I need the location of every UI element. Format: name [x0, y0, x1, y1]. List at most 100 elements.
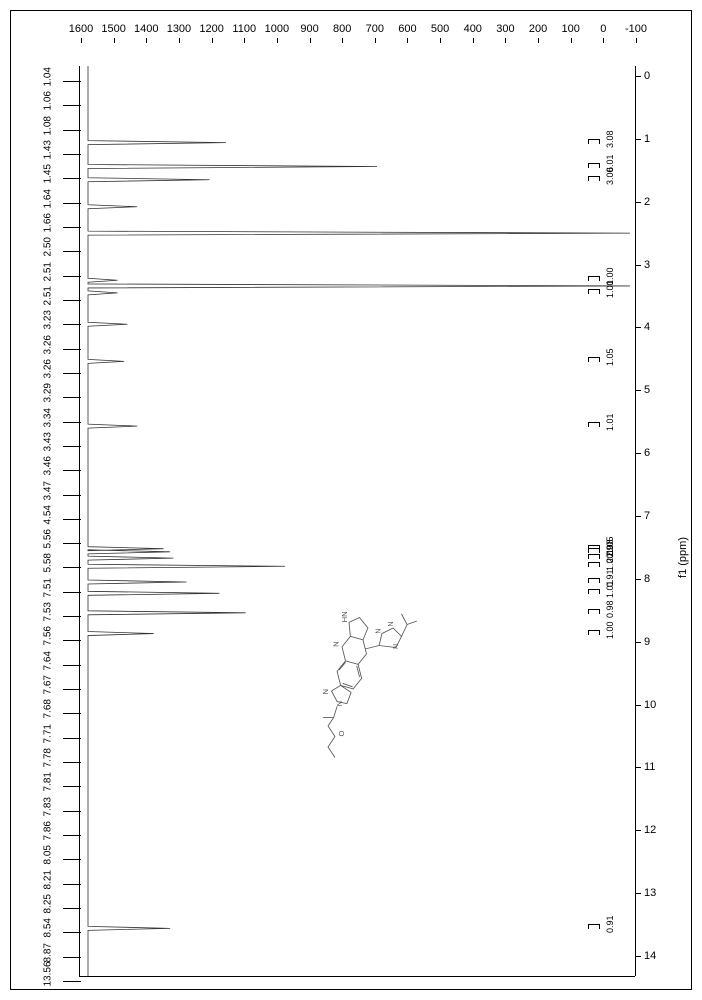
integral-bracket [588, 609, 600, 614]
ppm-tick-mark [636, 956, 641, 957]
integral-bracket [588, 554, 600, 559]
ppm-tick-label: 2 [644, 196, 650, 208]
ppm-tick-mark [636, 202, 641, 203]
peak-list-value: 3.43 [43, 432, 54, 451]
ppm-tick-label: 0 [644, 70, 650, 82]
svg-text:N: N [332, 641, 341, 647]
ppm-tick-label: 5 [644, 384, 650, 396]
svg-text:N: N [321, 689, 330, 695]
ppm-tick-label: 11 [644, 761, 655, 773]
intensity-tick-mark [146, 38, 147, 43]
integral-value: 1.01 [605, 581, 615, 599]
intensity-tick-mark [571, 38, 572, 43]
peak-list-value: 3.46 [43, 456, 54, 475]
ppm-tick-label: 3 [644, 259, 650, 271]
ppm-tick-label: 4 [644, 321, 650, 333]
intensity-tick-mark [538, 38, 539, 43]
ppm-tick-label: 13 [644, 887, 656, 899]
intensity-tick-label: 1000 [265, 23, 289, 35]
peak-list-connector [63, 981, 81, 983]
peak-list-value: 3.29 [43, 383, 54, 402]
integral-value: 1.01 [605, 414, 615, 432]
peak-list-value: 7.83 [43, 797, 54, 816]
peak-list-value: 2.51 [43, 262, 54, 281]
svg-text:O: O [337, 731, 346, 737]
ppm-axis: 01234567891011121314 [635, 66, 696, 976]
integral-value: 3.08 [605, 130, 615, 148]
intensity-tick-mark [375, 38, 376, 43]
peak-list-value: 8.25 [43, 894, 54, 913]
peak-list-column: 1.041.061.081.431.451.641.662.502.512.51… [23, 66, 73, 996]
peak-list-value: 1.04 [43, 67, 54, 86]
ppm-tick-label: 8 [644, 573, 650, 585]
integral-bracket [588, 578, 600, 583]
intensity-tick-mark [179, 38, 180, 43]
ppm-tick-label: 14 [644, 950, 656, 962]
intensity-tick-label: 500 [431, 23, 449, 35]
ppm-tick-mark [636, 893, 641, 894]
integral-bracket [588, 176, 600, 181]
integral-value: 1.05 [605, 349, 615, 367]
peak-list-value: 7.68 [43, 699, 54, 718]
intensity-tick-label: 0 [600, 23, 606, 35]
ppm-tick-mark [636, 139, 641, 140]
intensity-tick-mark [114, 38, 115, 43]
integral-bracket [588, 630, 600, 635]
intensity-tick-mark [473, 38, 474, 43]
peak-list-value: 4.54 [43, 505, 54, 524]
integral-bracket [588, 163, 600, 168]
intensity-tick-mark [505, 38, 506, 43]
intensity-tick-mark [603, 38, 604, 43]
peak-list-value: 1.43 [43, 140, 54, 159]
intensity-tick-mark [81, 38, 82, 43]
peak-list-value: 1.08 [43, 116, 54, 135]
ppm-tick-mark [636, 390, 641, 391]
ppm-tick-mark [636, 579, 641, 580]
spectrum-svg [80, 66, 635, 976]
peak-list-value: 3.26 [43, 335, 54, 354]
intensity-tick-label: 1100 [232, 23, 256, 35]
peak-list-value: 1.66 [43, 213, 54, 232]
peak-list-value: 8.05 [43, 845, 54, 864]
integral-bracket [588, 562, 600, 567]
peak-list-value: 3.26 [43, 359, 54, 378]
intensity-tick-label: 600 [398, 23, 416, 35]
peak-list-value: 5.58 [43, 554, 54, 573]
svg-text:N: N [393, 644, 400, 649]
peak-list-value: 7.51 [43, 578, 54, 597]
peak-list-value: 8.54 [43, 918, 54, 937]
peak-list-value: 7.67 [43, 675, 54, 694]
ppm-tick-mark [636, 642, 641, 643]
peak-list-value: 8.21 [43, 870, 54, 889]
ppm-axis-title: f1 (ppm) [677, 537, 689, 578]
integral-bracket [588, 548, 600, 553]
spectrum-plot: O N N HN N N N N [79, 66, 635, 977]
intensity-tick-mark [440, 38, 441, 43]
peak-list-value: 2.51 [43, 286, 54, 305]
peak-list-value: 1.45 [43, 164, 54, 183]
svg-text:N: N [388, 622, 395, 627]
molecule-structure: O N N HN N N N N [185, 551, 485, 761]
ppm-tick-mark [636, 767, 641, 768]
ppm-tick-mark [636, 830, 641, 831]
integral-value: 1.00 [605, 280, 615, 298]
ppm-tick-label: 9 [644, 636, 650, 648]
intensity-tick-mark [244, 38, 245, 43]
ppm-tick-mark [636, 327, 641, 328]
peak-list-value: 7.71 [43, 724, 54, 743]
ppm-tick-mark [636, 705, 641, 706]
ppm-tick-mark [636, 76, 641, 77]
ppm-tick-label: 10 [644, 699, 656, 711]
intensity-tick-label: 1500 [101, 23, 125, 35]
integral-bracket [588, 589, 600, 594]
integral-bracket [588, 276, 600, 281]
peak-list-value: 7.64 [43, 651, 54, 670]
ppm-tick-label: 6 [644, 447, 650, 459]
intensity-tick-label: 1400 [134, 23, 158, 35]
intensity-tick-label: 200 [529, 23, 547, 35]
peak-list-value: 7.86 [43, 821, 54, 840]
intensity-tick-label: 700 [366, 23, 384, 35]
peak-list-value: 7.56 [43, 626, 54, 645]
integral-bracket [588, 422, 600, 427]
intensity-tick-label: 800 [333, 23, 351, 35]
